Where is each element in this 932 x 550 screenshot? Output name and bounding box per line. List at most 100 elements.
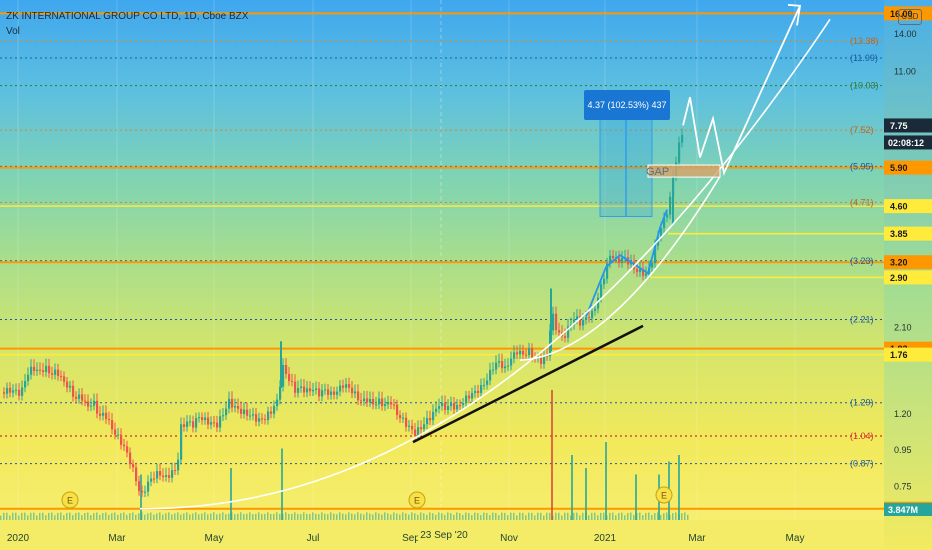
volume-bar bbox=[420, 512, 422, 520]
earnings-marker[interactable] bbox=[655, 486, 673, 504]
volume-bar bbox=[140, 474, 142, 520]
candle-body bbox=[465, 395, 468, 404]
volume-bar bbox=[360, 513, 362, 520]
volume-bar bbox=[354, 514, 356, 520]
candle-body bbox=[573, 319, 576, 325]
volume-bar bbox=[243, 514, 245, 520]
candle-body bbox=[105, 412, 108, 420]
candle-body bbox=[60, 376, 63, 378]
candle-body bbox=[183, 424, 186, 427]
volume-bar bbox=[54, 515, 56, 520]
volume-bar bbox=[351, 513, 353, 520]
volume-bar bbox=[450, 513, 452, 520]
candle-body bbox=[480, 385, 483, 393]
candle-body bbox=[678, 142, 681, 163]
level-label: (3.23) bbox=[850, 256, 874, 266]
volume-bar bbox=[309, 514, 311, 520]
volume-bar bbox=[471, 515, 473, 520]
candle-body bbox=[330, 391, 333, 395]
candle-body bbox=[195, 417, 198, 428]
volume-bar bbox=[297, 513, 299, 520]
volume-bar bbox=[672, 513, 674, 520]
black-trendline[interactable] bbox=[412, 324, 644, 444]
candle-body bbox=[543, 355, 546, 365]
candle-body bbox=[360, 400, 363, 402]
candle-body bbox=[489, 370, 492, 381]
candle-body bbox=[153, 478, 156, 480]
volume-bar bbox=[525, 515, 527, 520]
volume-bar bbox=[150, 512, 152, 520]
volume-bar bbox=[12, 512, 14, 520]
earnings-marker[interactable] bbox=[408, 491, 426, 509]
volume-bar bbox=[567, 512, 569, 520]
candle-body bbox=[42, 370, 45, 372]
gap-box[interactable] bbox=[647, 164, 721, 178]
candle-body bbox=[417, 427, 420, 436]
time-tick: Sep bbox=[402, 533, 420, 544]
price-tick: 0.95 bbox=[894, 445, 912, 455]
white-parabolic-curve[interactable] bbox=[139, 18, 831, 510]
volume-bar bbox=[78, 512, 80, 520]
level-label: (5.95) bbox=[850, 161, 874, 171]
earnings-marker[interactable] bbox=[61, 491, 79, 509]
level-label: (0.87) bbox=[850, 459, 874, 469]
candle-body bbox=[6, 387, 9, 394]
candle-body bbox=[540, 357, 543, 365]
volume-bar bbox=[120, 513, 122, 520]
candle-body bbox=[387, 401, 390, 405]
volume-bar bbox=[573, 512, 575, 520]
candle-body bbox=[393, 404, 396, 406]
candle-body bbox=[108, 419, 111, 421]
white-inner-curve[interactable] bbox=[519, 175, 721, 361]
volume-bar bbox=[207, 514, 209, 520]
candle-body bbox=[426, 418, 429, 425]
candle-body bbox=[126, 446, 129, 453]
candle-body bbox=[396, 404, 399, 416]
volume-bar bbox=[633, 515, 635, 520]
candle-body bbox=[222, 415, 225, 417]
level-badge bbox=[884, 226, 932, 241]
volume-bar bbox=[105, 512, 107, 520]
volume-indicator-label[interactable]: Vol bbox=[6, 26, 20, 37]
volume-bar bbox=[117, 514, 119, 520]
candle-body bbox=[309, 388, 312, 392]
volume-bar bbox=[396, 513, 398, 520]
candle-body bbox=[420, 427, 423, 430]
measure-label: 4.37 (102.53%) 437 bbox=[587, 100, 666, 110]
candle-body bbox=[273, 406, 276, 414]
candle-body bbox=[510, 358, 513, 366]
candle-body bbox=[483, 384, 486, 386]
candle-body bbox=[558, 330, 561, 333]
volume-bar bbox=[324, 513, 326, 520]
volume-bar bbox=[57, 512, 59, 520]
currency-badge[interactable]: USD bbox=[898, 9, 922, 25]
volume-bar bbox=[60, 512, 62, 520]
volume-bar bbox=[543, 515, 545, 520]
volume-bar bbox=[534, 515, 536, 520]
blue-trendline[interactable] bbox=[585, 209, 668, 318]
volume-bar bbox=[369, 513, 371, 520]
volume-bar bbox=[168, 512, 170, 520]
volume-bar bbox=[651, 515, 653, 520]
candle-body bbox=[462, 403, 465, 406]
volume-bar bbox=[417, 514, 419, 520]
volume-bar bbox=[123, 512, 125, 520]
candle-body bbox=[495, 362, 498, 370]
projection-zigzag[interactable] bbox=[682, 5, 801, 176]
candle-body bbox=[405, 417, 408, 427]
volume-bar bbox=[39, 512, 41, 520]
candle-body bbox=[324, 389, 327, 391]
volume-bar bbox=[318, 514, 320, 520]
volume-bar bbox=[639, 512, 641, 520]
candle-body bbox=[567, 326, 570, 338]
level-badge bbox=[884, 255, 932, 270]
volume-bar bbox=[435, 514, 437, 520]
volume-badge bbox=[884, 503, 932, 516]
candle-body bbox=[201, 417, 204, 421]
volume-bar bbox=[468, 513, 470, 520]
candle-body bbox=[504, 366, 507, 369]
volume-bar bbox=[666, 512, 668, 520]
volume-bar bbox=[48, 512, 50, 520]
